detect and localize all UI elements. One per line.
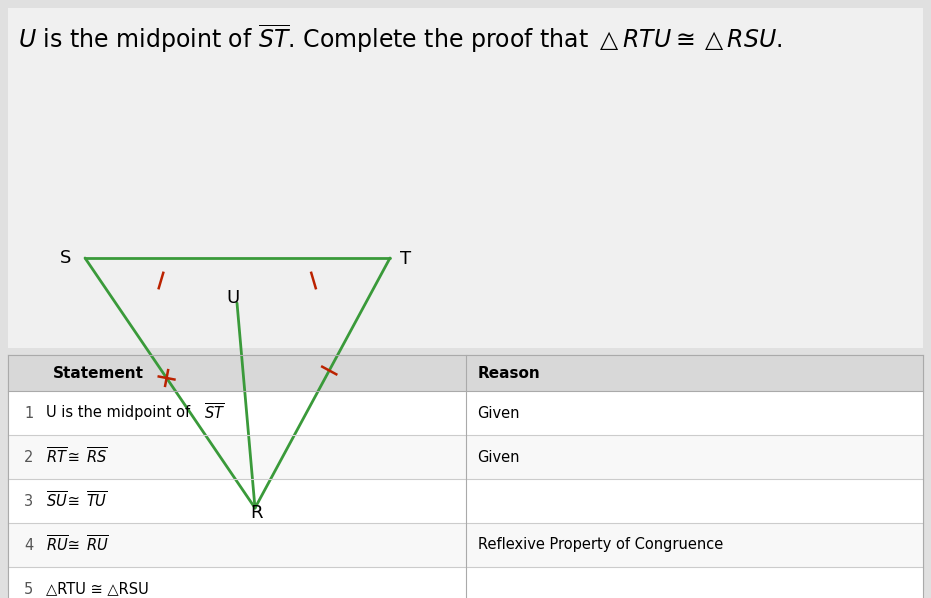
Bar xyxy=(8,355,923,391)
Bar xyxy=(8,523,923,567)
Text: $\overline{RS}$: $\overline{RS}$ xyxy=(86,447,107,467)
Text: 3: 3 xyxy=(24,493,34,508)
Bar xyxy=(8,8,923,348)
Text: Given: Given xyxy=(478,405,520,420)
Text: Reflexive Property of Congruence: Reflexive Property of Congruence xyxy=(478,538,722,553)
Bar xyxy=(8,567,923,598)
Text: Reason: Reason xyxy=(478,365,540,380)
Text: $U$ is the midpoint of $\overline{ST}$. Complete the proof that $\triangle RTU \: $U$ is the midpoint of $\overline{ST}$. … xyxy=(18,22,783,55)
Text: $\overline{ST}$: $\overline{ST}$ xyxy=(204,403,224,423)
Text: ≅: ≅ xyxy=(63,538,85,553)
Text: $\overline{RU}$: $\overline{RU}$ xyxy=(46,535,69,555)
Bar xyxy=(8,435,923,479)
Text: T: T xyxy=(400,250,412,268)
Text: R: R xyxy=(250,504,263,522)
Text: 2: 2 xyxy=(24,450,34,465)
Text: U is the midpoint of: U is the midpoint of xyxy=(46,405,195,420)
Text: ≅: ≅ xyxy=(63,493,85,508)
Text: $\overline{RT}$: $\overline{RT}$ xyxy=(46,447,68,467)
Bar xyxy=(8,391,923,435)
Text: Statement: Statement xyxy=(53,365,144,380)
Text: S: S xyxy=(60,249,71,267)
Text: U: U xyxy=(226,289,239,307)
Text: $\overline{RU}$: $\overline{RU}$ xyxy=(86,535,108,555)
Text: $\overline{TU}$: $\overline{TU}$ xyxy=(86,491,107,511)
Text: Given: Given xyxy=(478,450,520,465)
Text: $\overline{SU}$: $\overline{SU}$ xyxy=(46,491,68,511)
Text: 1: 1 xyxy=(24,405,34,420)
Text: 5: 5 xyxy=(24,581,34,596)
Text: 4: 4 xyxy=(24,538,34,553)
Bar xyxy=(8,355,923,590)
Text: △RTU ≅ △RSU: △RTU ≅ △RSU xyxy=(46,581,149,596)
Bar xyxy=(8,479,923,523)
Text: ≅: ≅ xyxy=(63,450,85,465)
